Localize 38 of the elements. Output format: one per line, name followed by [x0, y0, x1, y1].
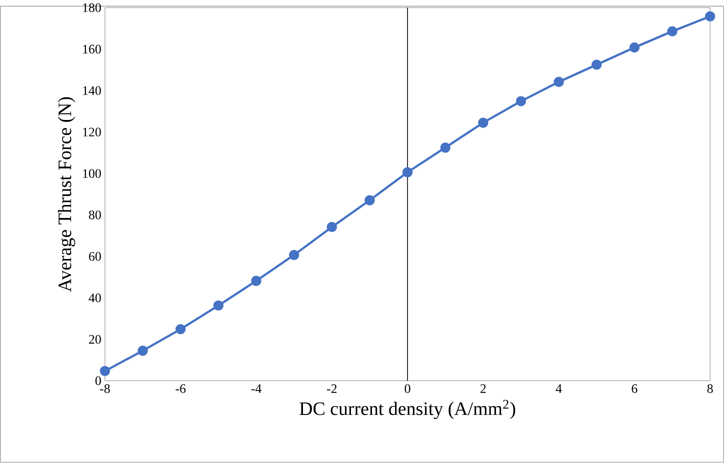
point	[516, 96, 526, 106]
y-axis-title: Average Thrust Force (N)	[58, 97, 76, 292]
x-tick-label: 6	[632, 384, 638, 394]
point	[629, 42, 640, 53]
point	[478, 118, 488, 128]
y-tick-label: 140	[83, 86, 101, 96]
point	[402, 167, 413, 178]
x-tick-label: 0	[404, 384, 410, 394]
x-tick-label: 8	[707, 384, 713, 394]
x-tick-label: -2	[326, 384, 337, 394]
x-tick-label: -8	[100, 384, 110, 394]
point	[364, 195, 375, 206]
y-tick-label: 160	[83, 44, 101, 54]
point	[213, 300, 224, 311]
y-tick-label: 100	[83, 169, 101, 178]
point	[554, 76, 564, 88]
x-tick-label: -4	[251, 384, 262, 393]
y-tick-label: 0	[95, 376, 101, 386]
point	[326, 222, 337, 232]
x-tick-label: -6	[176, 384, 186, 394]
x-tick-label: 4	[556, 384, 562, 393]
y-tick-label: 60	[89, 252, 101, 261]
point	[138, 346, 148, 356]
x-axis-title: DC current density (A/mm$^{2}$)	[300, 400, 516, 420]
point	[175, 324, 186, 334]
x-tick-label: 2	[480, 384, 486, 394]
point	[440, 142, 450, 153]
point	[288, 250, 300, 260]
y-tick-label: 180	[83, 3, 101, 12]
y-tick-label: 40	[88, 294, 101, 302]
point	[100, 366, 110, 376]
y-tick-label: 120	[83, 128, 101, 137]
y-tick-label: 80	[88, 210, 101, 220]
point	[667, 26, 678, 37]
point	[251, 276, 262, 286]
y-tick-label: 20	[89, 335, 101, 344]
point	[592, 60, 602, 70]
point	[705, 11, 716, 22]
